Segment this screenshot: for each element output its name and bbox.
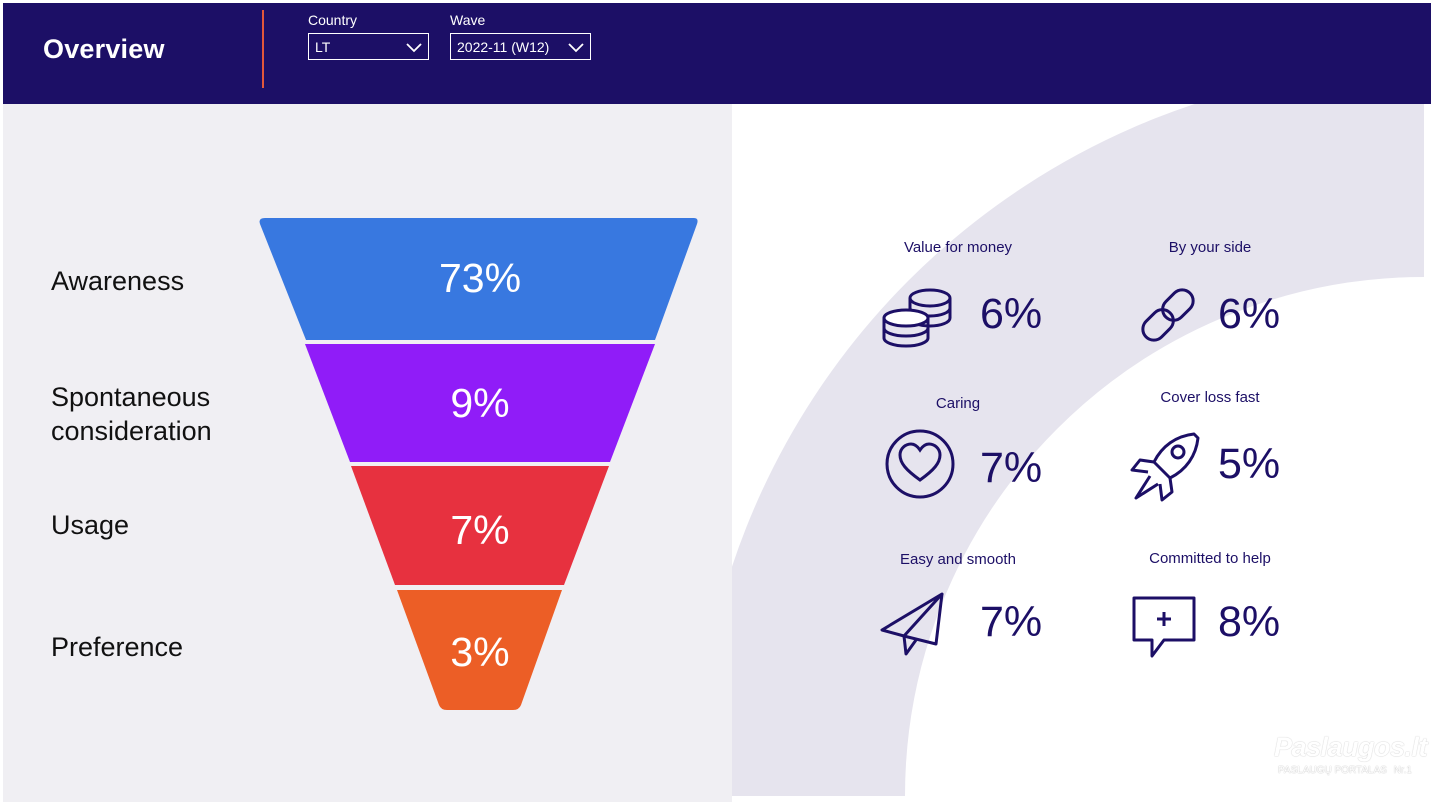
- background-arc: [732, 104, 1425, 797]
- page-title: Overview: [43, 34, 165, 64]
- attribute-label-cover-loss-fast: Cover loss fast: [1160, 389, 1260, 406]
- watermark-logo: Paslaugos.lt PASLAUGŲ PORTALAS Nr.1: [1274, 732, 1428, 778]
- coins-icon: [878, 278, 956, 356]
- chevron-down-icon: [568, 42, 584, 52]
- funnel-value-awareness: 73%: [438, 255, 522, 301]
- attribute-value-cover-loss-fast: 5%: [1218, 440, 1281, 488]
- header-bar: Overview Country LT Wave 2022-11 (W12): [3, 3, 1431, 104]
- chevron-down-icon: [406, 42, 422, 52]
- paper-plane-icon: [878, 588, 956, 666]
- watermark-subtitle: PASLAUGŲ PORTALAS: [1278, 765, 1387, 776]
- funnel-label-awareness: Awareness: [51, 266, 185, 296]
- attribute-label-by-your-side: By your side: [1168, 239, 1252, 256]
- attribute-value-easy-and-smooth: 7%: [980, 598, 1043, 646]
- funnel-segment-awareness: [259, 218, 698, 340]
- wave-select-value: 2022-11 (W12): [457, 38, 550, 55]
- chat-plus-icon: [1130, 590, 1208, 668]
- header-divider: [262, 10, 264, 88]
- funnel-label-preference: Preference: [51, 632, 184, 662]
- wave-filter: Wave 2022-11 (W12): [450, 12, 591, 60]
- funnel-chart: [259, 218, 698, 710]
- attribute-label-easy-and-smooth: Easy and smooth: [900, 551, 1016, 568]
- funnel-segment-usage: [351, 466, 609, 585]
- rocket-icon: [1128, 428, 1206, 506]
- funnel-value-spontaneous-consideration: 9%: [450, 380, 510, 426]
- attribute-label-caring: Caring: [935, 395, 981, 412]
- attribute-value-by-your-side: 6%: [1218, 290, 1281, 338]
- attributes-panel: Value for money 6% By your side 6% Carin…: [732, 104, 1431, 802]
- heart-icon: [882, 426, 960, 504]
- funnel-segment-spontaneous-consideration: [305, 344, 655, 462]
- funnel-segment-preference: [397, 590, 562, 710]
- funnel-panel: Awareness Spontaneous consideration Usag…: [3, 104, 732, 802]
- watermark-subtitle-row: PASLAUGŲ PORTALAS Nr.1: [1274, 763, 1416, 778]
- attribute-label-value-for-money: Value for money: [903, 239, 1013, 256]
- watermark-badge: Nr.1: [1393, 765, 1412, 776]
- wave-filter-label: Wave: [450, 12, 486, 28]
- attribute-value-committed-to-help: 8%: [1218, 598, 1281, 646]
- watermark-title: Paslaugos.lt: [1274, 732, 1428, 762]
- country-filter-label: Country: [308, 12, 358, 28]
- attribute-value-value-for-money: 6%: [980, 290, 1043, 338]
- attribute-label-committed-to-help: Committed to help: [1149, 550, 1271, 567]
- funnel-value-usage: 7%: [450, 507, 510, 553]
- attribute-value-caring: 7%: [980, 444, 1043, 492]
- link-icon: [1129, 276, 1207, 354]
- funnel-label-usage: Usage: [51, 510, 130, 540]
- country-select[interactable]: LT: [308, 33, 429, 60]
- country-select-value: LT: [315, 38, 331, 55]
- wave-select[interactable]: 2022-11 (W12): [450, 33, 591, 60]
- funnel-label-spontaneous-consideration: Spontaneous consideration: [51, 382, 212, 446]
- funnel-value-preference: 3%: [450, 629, 510, 675]
- country-filter: Country LT: [308, 12, 429, 60]
